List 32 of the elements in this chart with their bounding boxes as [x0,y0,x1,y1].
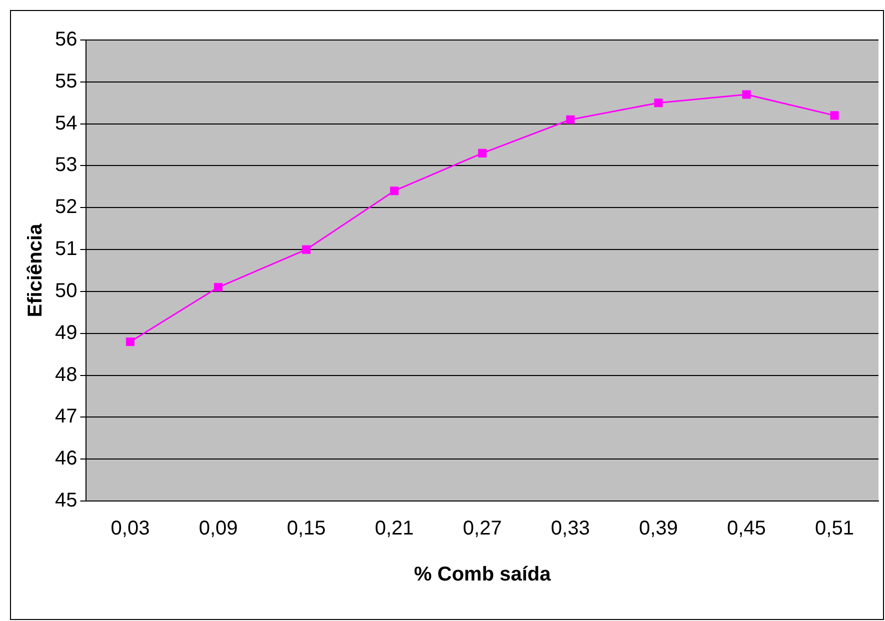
x-tick-label: 0,27 [462,518,502,540]
y-tick-label: 55 [54,70,78,92]
x-tick-label: 0,03 [110,518,150,540]
point [302,245,311,254]
point [478,148,487,158]
y-tick-label: 50 [54,280,78,302]
point [742,90,751,99]
point [214,282,223,292]
x-tick-label: 0,09 [198,518,238,540]
y-tick-label: 56 [54,28,78,51]
y-tick-label: 45 [54,490,78,512]
point [390,186,399,196]
y-tick-label: 52 [54,196,78,218]
x-tick-label: 0,21 [374,518,414,540]
y-tick-label: 48 [54,364,78,386]
y-tick-label: 53 [54,154,78,176]
x-tick-label: 0,33 [550,518,590,540]
point [126,337,135,346]
y-tick-label: 54 [54,112,78,134]
x-tick-label: 0,45 [726,518,766,540]
y-tick-label: 46 [54,448,78,470]
y-axis-title: Eficiência [24,222,47,318]
x-tick-label: 0,15 [286,518,326,540]
point [654,98,663,108]
x-axis-title: % Comb saída [414,564,552,586]
y-tick-label: 51 [54,238,78,260]
x-tick-label: 0,39 [638,518,678,540]
x-tick-label: 0,51 [815,518,854,540]
point [830,111,839,120]
y-tick-label: 49 [54,322,78,344]
point [566,115,575,124]
y-tick-label: 47 [54,406,78,428]
